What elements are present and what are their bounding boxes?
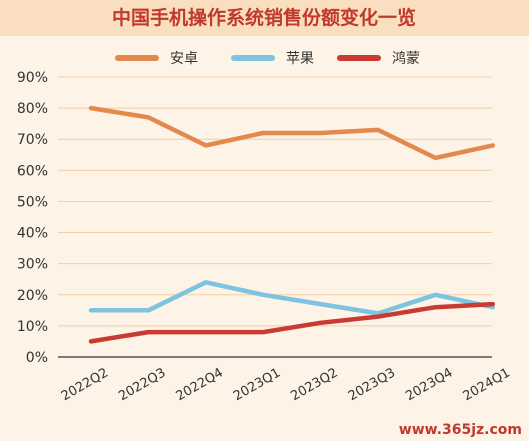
y-tick-label: 40% (17, 226, 48, 242)
y-tick-label: 80% (17, 101, 48, 117)
x-tick-label: 2024Q1 (461, 365, 513, 404)
x-axis: 2022Q2 2022Q3 2022Q4 2023Q1 2023Q2 2023Q3 2023… (59, 365, 513, 404)
series-line (88, 280, 496, 316)
chart-title: 中国手机操作系统销售份额变化一览 (112, 6, 416, 29)
legend-label: 鸿蒙 (392, 50, 420, 67)
grid (58, 76, 492, 358)
x-tick-label: 2022Q4 (174, 365, 226, 404)
series-line (88, 105, 496, 161)
y-tick-label: 90% (17, 70, 48, 86)
y-tick-label: 50% (17, 194, 48, 210)
y-tick-label: 20% (17, 288, 48, 304)
x-tick-label: 2022Q3 (116, 365, 168, 404)
x-tick-label: 2023Q3 (346, 365, 398, 404)
legend-label: 安卓 (170, 51, 198, 67)
y-tick-label: 10% (17, 319, 48, 335)
y-tick-label: 60% (17, 163, 48, 179)
x-tick-label: 2023Q4 (403, 365, 455, 404)
legend: 安卓 苹果 鸿蒙 (115, 50, 420, 67)
watermark: www.365jz.com (399, 422, 522, 438)
x-tick-label: 2022Q2 (59, 365, 111, 404)
y-tick-label: 30% (17, 257, 48, 273)
series-line (88, 301, 496, 344)
x-tick-label: 2023Q2 (288, 365, 340, 404)
legend-label: 苹果 (286, 51, 314, 67)
y-tick-label: 70% (17, 132, 48, 148)
title-band (0, 0, 529, 36)
series-lines (88, 105, 496, 344)
y-tick-label: 0% (26, 350, 48, 366)
x-tick-label: 2023Q1 (231, 365, 283, 404)
y-axis: 0% 10% 20% 30% 40% 50% 60% 70% 80% 90% (17, 70, 48, 366)
